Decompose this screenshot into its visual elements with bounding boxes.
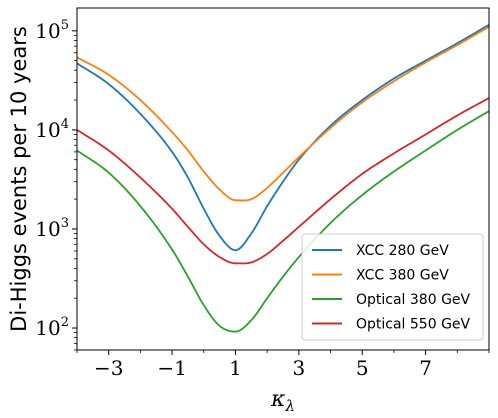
x-tick-label: 1: [229, 356, 242, 380]
legend-box: [301, 233, 484, 341]
x-axis-label: κλ: [270, 387, 295, 415]
series-line-optical-380-gev: [77, 110, 489, 333]
y-tick-label: 103: [35, 216, 69, 241]
legend: XCC 280 GeV XCC 380 GeV Optical 380 GeV Opt…: [301, 233, 484, 341]
y-tick-label: 104: [35, 117, 69, 142]
x-tick-label: 5: [356, 356, 369, 380]
plot-frame: [76, 7, 490, 351]
legend-label: Optical 380 GeV: [356, 292, 471, 308]
axes-layer: −3 −1 1 3 5 7 102 103 104 105: [35, 18, 490, 380]
legend-label: Optical 550 GeV: [356, 317, 471, 333]
y-axis-label: Di-Higgs events per 10 years: [7, 26, 31, 332]
series-line-xcc-380-gev: [77, 25, 489, 202]
x-tick-label: −3: [94, 356, 123, 380]
y-tick-label: 102: [35, 315, 69, 340]
series-layer: [77, 24, 489, 333]
legend-label: XCC 380 GeV: [356, 268, 449, 284]
x-tick-label: 7: [419, 356, 432, 380]
y-tick-label: 105: [35, 18, 69, 43]
series-line-xcc-280-gev: [77, 24, 489, 252]
x-tick-label: 3: [292, 356, 305, 380]
legend-label: XCC 280 GeV: [356, 243, 449, 259]
series-line-optical-550-gev: [77, 97, 489, 265]
x-tick-label: −1: [157, 356, 186, 380]
